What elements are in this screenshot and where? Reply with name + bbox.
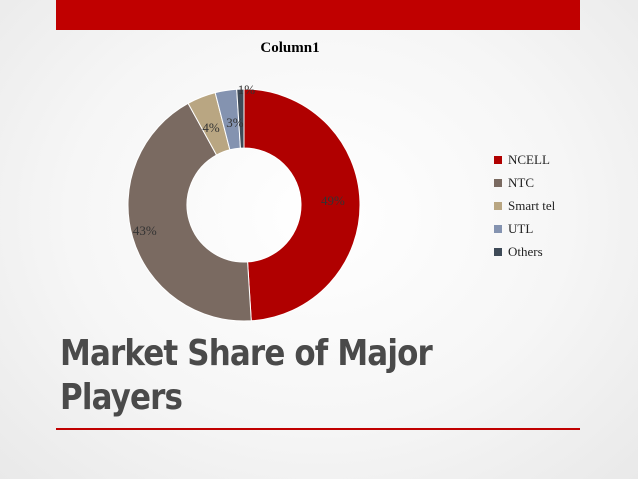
legend-item-others: Others xyxy=(494,240,555,263)
legend-swatch xyxy=(494,155,502,164)
legend-item-smart-tel: Smart tel xyxy=(494,194,555,217)
legend-label: UTL xyxy=(508,220,534,236)
legend-swatch xyxy=(494,224,502,233)
data-label-ncell: 49% xyxy=(321,193,345,208)
data-label-smart-tel: 4% xyxy=(202,120,220,135)
slide-title: Market Share of Major Players xyxy=(60,332,507,420)
top-accent-bar xyxy=(56,0,580,30)
legend-label: NCELL xyxy=(508,151,550,167)
data-label-ntc: 43% xyxy=(133,223,157,238)
slide-title-line-2: Players xyxy=(60,377,183,418)
title-underline xyxy=(56,428,580,430)
slide-title-line-1: Market Share of Major xyxy=(60,333,433,374)
data-label-others: 1% xyxy=(238,82,256,97)
legend-item-ntc: NTC xyxy=(494,171,555,194)
legend-item-utl: UTL xyxy=(494,217,555,240)
legend-item-ncell: NCELL xyxy=(494,148,555,171)
legend-label: Others xyxy=(508,243,543,259)
data-label-utl: 3% xyxy=(226,115,244,130)
legend-swatch xyxy=(494,178,502,187)
legend-label: Smart tel xyxy=(508,197,556,213)
legend-swatch xyxy=(494,201,502,210)
legend-swatch xyxy=(494,247,502,256)
donut-slice-others xyxy=(236,88,245,149)
chart-legend: NCELL NTC Smart tel UTL Others xyxy=(494,148,555,263)
donut-slice-ntc xyxy=(127,102,252,322)
legend-label: NTC xyxy=(508,174,534,190)
chart-title: Column1 xyxy=(260,40,320,56)
donut-slice-ncell xyxy=(243,88,361,322)
